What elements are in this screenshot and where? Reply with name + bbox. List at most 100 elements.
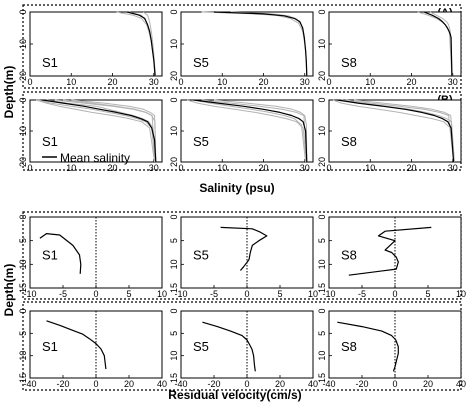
panel-B-S8-series-profiles-2 (345, 99, 455, 163)
panel-A-S8-series-mean-2 (423, 11, 453, 77)
panel-B-S1-station-label: S1 (42, 134, 58, 149)
panel-B-S5-ytick-label: 20 (169, 157, 179, 167)
panel-C-S8-ytick-label: 15 (317, 283, 327, 293)
panel-A-S1-ytick-label: 10 (18, 39, 28, 49)
panel-A-S1-frame (29, 11, 163, 77)
panel-B-S8-station-label: S8 (341, 134, 357, 149)
panel-A-S5-station-label: S5 (193, 55, 209, 70)
panel-D-S8-xtick-label: 0 (392, 379, 397, 389)
panel-B-S8-xtick-label: 0 (326, 163, 331, 173)
panel-C-S5-xtick-label: 0 (244, 289, 249, 299)
panel-A-S8-xtick-label: 20 (406, 77, 416, 87)
panel-D-S1-series-velocity-0 (46, 320, 107, 370)
vel-xlabel: Residual velocity(cm/s) (168, 388, 301, 402)
panel-B-S1-xtick-label: 20 (107, 163, 117, 173)
panel-B-S8-series-profiles-0 (353, 99, 455, 163)
panel-A-S5-frame (180, 11, 314, 77)
panel-D-S1-ytick-label: 15 (18, 373, 28, 383)
panel-C-S1-station-label: S1 (42, 248, 58, 263)
panel-B-S1-series-profiles-2 (71, 99, 157, 163)
panel-B-S5-xtick-label: 0 (178, 163, 183, 173)
panel-A-S8-frame (328, 11, 462, 77)
panel-C-S8-ytick-label: 10 (317, 259, 327, 269)
panel-B-S1-series-mean-6 (42, 99, 157, 163)
panel-B-S5-ytick-label: 10 (169, 126, 179, 136)
panel-C-S1-ytick-label: 15 (18, 283, 28, 293)
panel-A-S8-ytick-label: 0 (317, 9, 327, 14)
panel-C-S1-frame (29, 216, 163, 289)
panel-A-S1-station-label: S1 (42, 55, 58, 70)
panel-A-S5-series-mean-2 (213, 11, 308, 77)
panel-C-S1-xtick-label: -10 (23, 289, 36, 299)
panel-B-S1-xtick-label: 0 (27, 163, 32, 173)
panel-A-S1-xtick-label: 0 (27, 77, 32, 87)
panel-A-S5-ytick-label: 10 (169, 39, 179, 49)
panel-D-S1-ytick-label: 5 (18, 331, 28, 336)
panel-B-S5-series-mean-4 (193, 99, 308, 163)
panel-C-S8-frame (328, 216, 462, 289)
panel-A-S5-xtick-label: 20 (258, 77, 268, 87)
panel-A-S8-series-profiles-1 (429, 11, 453, 77)
legend-label: Mean salinity (60, 151, 130, 165)
panel-C-S8-xtick-label: 10 (456, 289, 466, 299)
panel-B-S8-xtick-label: 30 (448, 163, 458, 173)
panel-D-S1-station-label: S1 (42, 339, 58, 354)
sal-ylabel: Depth(m) (2, 66, 16, 119)
panel-B-S5-series-profiles-3 (193, 99, 307, 163)
panel-D-S5-xtick-label: -40 (174, 379, 187, 389)
panel-C-S8-xtick-label: -5 (358, 289, 366, 299)
panel-B-S8-series-mean-4 (337, 99, 455, 163)
panel-D-S5-xtick-label: 0 (244, 379, 249, 389)
panel-C-S5-ytick-label: 10 (169, 259, 179, 269)
panel-A-S8-ytick-label: 10 (317, 39, 327, 49)
panel-A-S5-xtick-label: 0 (178, 77, 183, 87)
panel-C-S1-ytick-label: 0 (18, 214, 28, 219)
panel-C-S5-ytick-label: 15 (169, 283, 179, 293)
panel-B-S1-series-profiles-1 (38, 99, 156, 163)
panel-B-S1-ytick-label: 20 (18, 157, 28, 167)
panel-C-S5-station-label: S5 (193, 248, 209, 263)
panel-C-S1-xtick-label: 5 (126, 289, 131, 299)
panel-B-S1-xtick-label: 10 (66, 163, 76, 173)
panel-D-S1-xtick-label: 40 (157, 379, 167, 389)
panel-A-S8-xtick-label: 10 (365, 77, 375, 87)
panel-A-S1-series-mean-3 (126, 11, 156, 77)
panel-D-S5-station-label: S5 (193, 339, 209, 354)
panel-B-S5-series-profiles-1 (187, 99, 307, 163)
panel-D-S1-xtick-label: 20 (124, 379, 134, 389)
panel-A-S8-xtick-label: 30 (448, 77, 458, 87)
panel-D-S8-xtick-label: 20 (423, 379, 433, 389)
panel-D-S1-xtick-label: -40 (23, 379, 36, 389)
panel-B-S5-ytick-label: 0 (169, 97, 179, 102)
panel-C-S5-xtick-label: -5 (210, 289, 218, 299)
panel-B-S1-series-profiles-5 (36, 99, 156, 163)
panel-C-S1-xtick-label: 0 (93, 289, 98, 299)
panel-D-S8-ytick-label: 0 (317, 308, 327, 313)
panel-A-S1-xtick-label: 20 (107, 77, 117, 87)
panel-D-S8-xtick-label: 40 (456, 379, 466, 389)
panel-D-S8-xtick-label: -40 (322, 379, 335, 389)
panel-C-S1-series-velocity-0 (39, 233, 82, 274)
group-box-A (22, 4, 462, 89)
panel-C-S1-ytick-label: 5 (18, 238, 28, 243)
panel-D-S5-series-velocity-0 (202, 321, 256, 372)
panel-B-S5-xtick-label: 10 (217, 163, 227, 173)
panel-A-S8-xtick-label: 0 (326, 77, 331, 87)
panel-B-S8-frame (328, 99, 462, 163)
panel-D-S5-xtick-label: -20 (207, 379, 220, 389)
panel-B-S5-frame (180, 99, 314, 163)
panel-A-S1-ytick-label: 20 (18, 71, 28, 81)
panel-B-S8-series-profiles-1 (332, 99, 455, 163)
panel-D-S5-xtick-label: 20 (275, 379, 285, 389)
panel-C-S8-xtick-label: 5 (425, 289, 430, 299)
panel-C-S8-series-velocity-0 (348, 226, 432, 276)
panel-B-S5-xtick-label: 30 (300, 163, 310, 173)
panel-A-S5-ytick-label: 20 (169, 71, 179, 81)
panel-B-S8-ytick-label: 10 (317, 126, 327, 136)
panel-B-S1-xtick-label: 30 (149, 163, 159, 173)
panel-B-S8-ytick-label: 0 (317, 97, 327, 102)
sal-xlabel: Salinity (psu) (199, 181, 274, 195)
panel-B-S1-series-profiles-4 (62, 99, 156, 163)
panel-C-S1-ytick-label: 10 (18, 259, 28, 269)
